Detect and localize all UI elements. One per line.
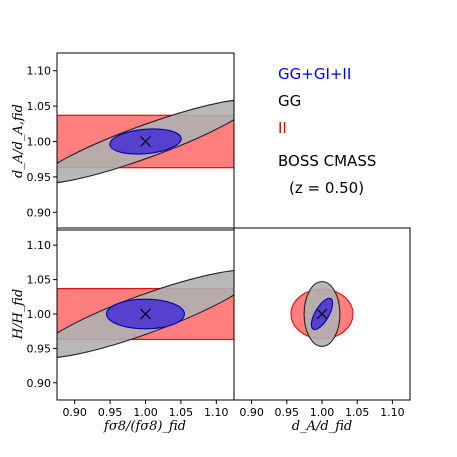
panel-bottom-left: 0.90 0.95 1.00 1.05 1.10 0.90 0.95 1.00 1.05 1.10: [27, 228, 262, 419]
xtick-label: 1.00: [310, 406, 335, 419]
ytick-label: 1.10: [27, 239, 52, 252]
legend-survey-name: BOSS CMASS: [278, 152, 376, 170]
xtick-label: 1.00: [133, 406, 158, 419]
ytick-label: 0.90: [27, 206, 52, 219]
legend-entry-ii: II: [278, 119, 287, 137]
ytick-label: 1.00: [27, 136, 52, 149]
ytick-label: 0.95: [27, 171, 52, 184]
xtick-label: 1.10: [380, 406, 405, 419]
plot-area: [29, 256, 262, 372]
xlabel-bottom-right: d_A/d_fid: [292, 419, 352, 434]
panel-top-left: 0.90 0.95 1.00 1.05 1.10: [27, 53, 258, 230]
ytick-label: 1.05: [27, 274, 52, 287]
xtick-label: 1.05: [169, 406, 194, 419]
legend: GG+GI+II GG II BOSS CMASS (z = 0.50): [278, 65, 376, 197]
plot-area: [291, 282, 353, 347]
xtick-label: 0.90: [62, 406, 87, 419]
xlabel-bottom-left: fσ8/(fσ8)_fid: [103, 419, 186, 434]
ytick-label: 1.10: [27, 65, 52, 78]
plot-area: [33, 87, 257, 195]
ytick-label: 0.90: [27, 377, 52, 390]
xtick-label: 0.95: [98, 406, 123, 419]
xtick-label: 1.10: [204, 406, 229, 419]
ytick-label: 1.05: [27, 100, 52, 113]
ytick-label: 0.95: [27, 342, 52, 355]
xtick-label: 0.90: [239, 406, 264, 419]
legend-redshift: (z = 0.50): [289, 179, 364, 197]
xtick-label: 1.05: [345, 406, 370, 419]
xtick-label: 0.95: [275, 406, 300, 419]
ylabel-bottom-left: H/H_fid: [11, 289, 26, 341]
panel-bottom-right: 0.90 0.95 1.00 1.05 1.10: [234, 228, 410, 419]
ylabel-top-left: d_A/d_A,fid: [11, 104, 26, 178]
legend-entry-gg-gi-ii: GG+GI+II: [278, 65, 351, 83]
ytick-label: 1.00: [27, 308, 52, 321]
legend-entry-gg: GG: [278, 92, 301, 110]
